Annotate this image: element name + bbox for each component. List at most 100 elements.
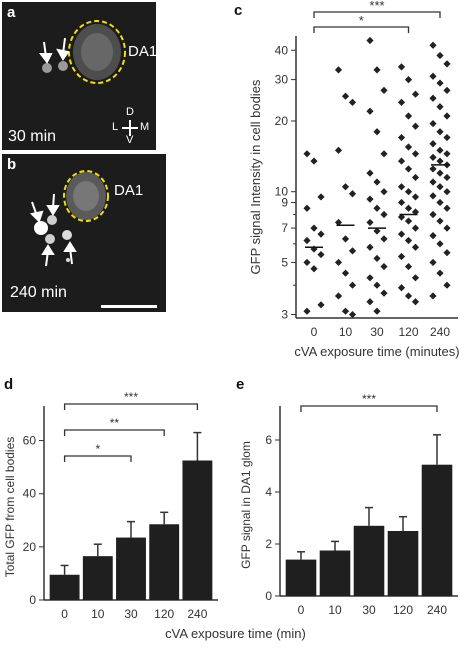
data-point	[436, 128, 444, 136]
data-point	[429, 192, 437, 200]
x-tick-label: 120	[398, 325, 418, 339]
data-point	[341, 235, 350, 243]
x-tick-label: 10	[339, 325, 353, 339]
data-point	[334, 146, 343, 154]
data-point	[429, 178, 437, 186]
data-point	[436, 51, 444, 60]
x-tick-label: 0	[311, 325, 318, 339]
data-point	[397, 198, 406, 207]
data-point	[303, 236, 311, 245]
data-point	[411, 173, 420, 182]
data-point	[443, 281, 451, 289]
significance-bracket	[300, 405, 438, 412]
data-point	[443, 133, 451, 142]
significance-bracket	[313, 11, 441, 18]
data-point	[436, 183, 444, 191]
data-point	[334, 218, 343, 227]
significance-label: *	[95, 442, 100, 456]
micrograph-a-image	[2, 2, 156, 150]
data-point	[404, 217, 413, 225]
data-point	[443, 204, 451, 212]
data-point	[443, 249, 451, 257]
data-point	[436, 269, 444, 277]
data-point	[397, 133, 406, 142]
y-axis-label: GFP signal in DA1 glom	[239, 441, 253, 569]
data-point	[366, 243, 374, 251]
data-point	[429, 140, 437, 148]
data-point	[411, 243, 420, 251]
data-point	[436, 79, 444, 87]
glom-label-a: DA1	[128, 43, 156, 60]
compass-v: V	[126, 134, 134, 146]
significance-label: **	[110, 416, 120, 430]
scale-bar	[101, 305, 157, 308]
data-point	[397, 63, 406, 71]
data-point	[436, 217, 444, 225]
bar	[82, 556, 113, 600]
bar	[116, 537, 146, 600]
data-point	[397, 284, 406, 292]
y-tick-label: 60	[23, 434, 37, 448]
data-point	[380, 210, 388, 219]
significance-bracket	[63, 429, 165, 436]
panel-label-a: a	[7, 4, 16, 21]
data-point	[366, 36, 374, 45]
bar	[319, 550, 351, 596]
data-point	[397, 213, 406, 221]
data-point	[373, 227, 381, 235]
data-point	[397, 230, 406, 238]
panel-label-e: e	[236, 376, 245, 393]
bar	[421, 464, 453, 596]
y-tick-label: 3	[281, 308, 288, 322]
data-point	[404, 188, 413, 196]
data-point	[397, 98, 406, 106]
micrograph-b: b DA1 240 min	[2, 154, 166, 312]
x-tick-label: 30	[370, 325, 384, 339]
x-tick-label: 240	[187, 607, 207, 621]
compass-icon	[122, 120, 138, 136]
data-point	[429, 210, 437, 219]
data-point	[429, 292, 437, 300]
x-tick-label: 120	[393, 603, 413, 617]
data-point	[310, 224, 318, 232]
data-point	[397, 157, 406, 165]
significance-label: ***	[369, 0, 384, 13]
data-point	[443, 86, 451, 94]
data-point	[411, 90, 420, 98]
data-point	[404, 165, 413, 173]
panel-label-c: c	[234, 2, 243, 19]
panel-label-b: b	[7, 156, 17, 173]
significance-label: ***	[362, 392, 376, 406]
data-point	[348, 98, 357, 106]
compass-d: D	[126, 106, 134, 118]
significance-bracket	[313, 26, 410, 33]
data-point	[303, 307, 311, 315]
data-point	[334, 66, 343, 74]
y-tick-label: 0	[265, 589, 272, 603]
data-point	[429, 72, 437, 80]
chart-e-bar: 0 2 4 6 0 10 30 120 240 GFP signal in DA1 glom ***	[239, 392, 458, 617]
data-point	[380, 86, 388, 94]
compass-l: L	[112, 121, 119, 133]
x-tick-label: 10	[328, 603, 342, 617]
data-point	[366, 195, 374, 203]
y-tick-label: 40	[275, 43, 289, 57]
data-point	[334, 258, 343, 267]
data-point	[348, 190, 357, 198]
significance-bracket	[63, 403, 199, 410]
data-point	[397, 252, 406, 261]
data-point	[443, 188, 451, 196]
data-point	[411, 122, 420, 130]
data-point	[317, 301, 325, 309]
data-point	[404, 236, 413, 245]
data-point	[411, 193, 420, 201]
micrograph-a: a DA1 30 min D L M V	[2, 2, 156, 150]
y-tick-label: 7	[281, 221, 288, 235]
data-point	[429, 41, 437, 49]
data-point	[397, 183, 406, 191]
arrow-icon	[39, 37, 70, 64]
bar	[182, 460, 213, 600]
y-tick-label: 4	[265, 485, 272, 499]
y-tick-label: 9	[281, 195, 288, 209]
